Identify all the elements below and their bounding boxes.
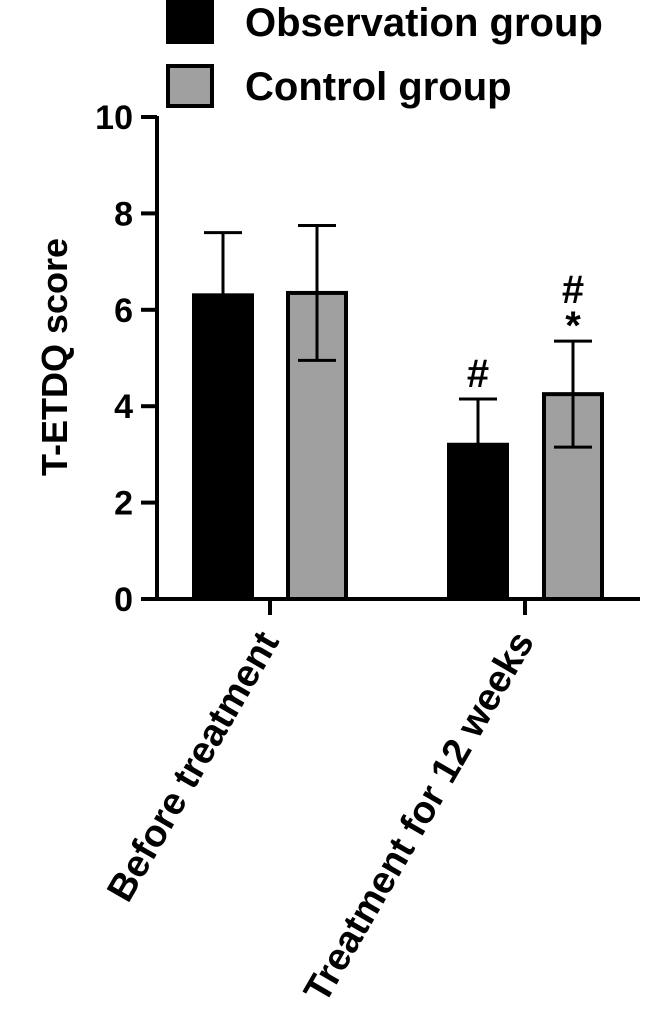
- legend-label: Control group: [245, 65, 512, 109]
- category-label: Treatment for 12 weeks: [296, 625, 543, 1010]
- significance-mark: *: [565, 304, 581, 348]
- legend-swatch: [166, 0, 214, 44]
- significance-mark: #: [467, 352, 489, 396]
- significance-mark: #: [562, 268, 584, 312]
- y-tick-label: 6: [114, 292, 133, 330]
- legend: Observation group Control group: [166, 0, 603, 109]
- bar: [192, 293, 254, 601]
- legend-swatch: [166, 64, 214, 108]
- legend-label: Observation group: [245, 1, 603, 45]
- y-tick-label: 2: [114, 485, 133, 523]
- category-label: Before treatment: [99, 624, 288, 909]
- y-tick-label: 8: [114, 195, 133, 233]
- y-axis-title: T-ETDQ score: [34, 238, 75, 476]
- bars: [192, 223, 604, 602]
- y-tick-label: 0: [114, 581, 133, 619]
- y-tick-label: 10: [95, 99, 133, 137]
- y-tick-label: 4: [114, 388, 133, 426]
